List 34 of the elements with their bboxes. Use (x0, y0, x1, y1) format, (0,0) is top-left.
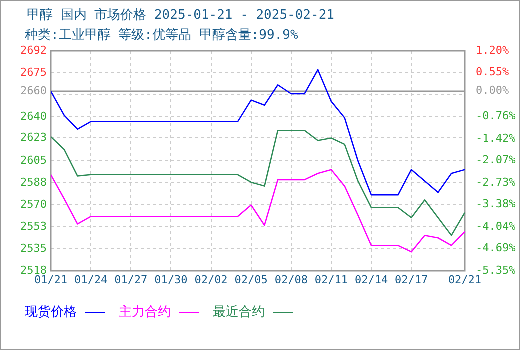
chart-title: 甲醇 国内 市场价格 2025-01-21 - 2025-02-21 (27, 7, 334, 24)
y2-tick-label: 1.20% (476, 44, 510, 57)
x-tick-label: 02/08 (274, 273, 308, 286)
x-tick-label: 02/11 (314, 273, 348, 286)
y2-tick-label: -3.38% (476, 198, 516, 211)
legend-label: 主力合约 (119, 304, 171, 321)
x-tick-label: 02/14 (354, 273, 388, 286)
y-tick-label: 2660 (20, 84, 47, 98)
legend-label: 现货价格 (25, 304, 77, 321)
legend-label: 最近合约 (213, 304, 265, 321)
y2-tick-label: 0.00% (476, 84, 510, 98)
x-tick-label: 02/17 (395, 273, 428, 286)
y-tick-label: 2588 (20, 176, 47, 189)
y-tick-label: 2675 (20, 66, 47, 79)
x-tick-label: 01/27 (114, 273, 148, 286)
y-tick-label: 2553 (20, 220, 47, 233)
y2-tick-label: -2.07% (476, 154, 516, 167)
chart-subtitle: 种类:工业甲醇 等级:优等品 甲醇含量:99.9% (25, 27, 298, 44)
y2-tick-label: -2.73% (476, 176, 516, 189)
y2-tick-label: 0.55% (476, 66, 510, 79)
y-tick-label: 2692 (20, 44, 47, 57)
y-tick-label: 2623 (20, 131, 47, 144)
y2-tick-label: -0.76% (476, 110, 516, 123)
y-tick-label: 2570 (20, 198, 47, 211)
x-tick-label: 02/05 (234, 273, 268, 286)
y-tick-label: 2640 (20, 110, 47, 123)
x-tick-label: 01/24 (74, 273, 108, 286)
y2-tick-label: -4.04% (476, 220, 516, 233)
y-tick-label: 2605 (20, 154, 47, 167)
x-tick-label: 02/02 (194, 273, 228, 286)
y-tick-label: 2535 (20, 242, 47, 255)
y2-tick-label: -4.69% (476, 242, 516, 255)
x-tick-label: 01/30 (154, 273, 188, 286)
y2-tick-label: -1.42% (476, 132, 516, 145)
